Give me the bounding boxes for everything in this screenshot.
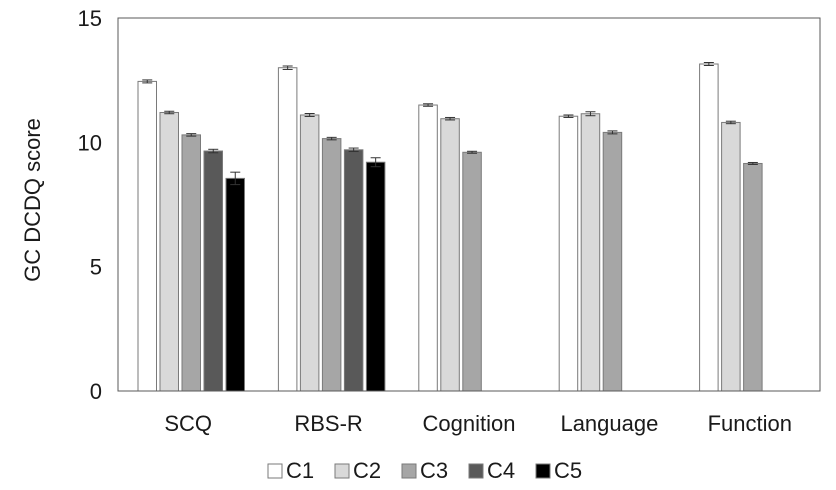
bar-c1-rbs-r [277,67,298,392]
bar-c2-rbs-r [299,114,320,392]
legend-label-c4: C4 [487,458,515,483]
axes [117,17,821,392]
legend-swatch-c2 [334,463,350,479]
bar-c2-function [721,121,741,392]
bar-c2-cognition [440,118,460,392]
y-tick-label: 0 [90,379,102,404]
bars [137,62,763,392]
y-tick-label: 10 [78,130,102,155]
legend-label-c2: C2 [353,458,381,483]
legend-label-c3: C3 [420,458,448,483]
y-tick-label: 15 [78,6,102,31]
x-tick-label: Language [560,411,658,436]
bar-c3-function [743,162,763,392]
legend: C1 C2 C3 C4 C5 [267,458,582,483]
bar-c3-language [602,131,623,392]
y-ticks: 0 5 10 15 [78,6,102,404]
plot-area-border [117,17,821,392]
legend-label-c5: C5 [554,458,582,483]
bar-c5-scq [225,177,245,392]
bar-c1-language [558,115,579,392]
y-tick-label: 5 [90,255,102,280]
bar-c2-scq [159,111,179,392]
x-tick-label: Cognition [423,411,516,436]
x-tick-label: Function [708,411,792,436]
bar-c4-rbs-r [343,149,364,392]
x-tick-labels: SCQ RBS-R Cognition Language Function [164,411,792,436]
bar-c3-cognition [462,151,482,392]
legend-swatch-c3 [401,463,417,479]
legend-swatch-c5 [535,463,551,479]
bar-c5-rbs-r [365,161,386,392]
legend-swatch-c4 [468,463,484,479]
bar-c4-scq [203,150,223,392]
y-axis-label: GC DCDQ score [20,118,45,282]
y-axis-label-group: GC DCDQ score [20,118,45,282]
x-tick-label: SCQ [164,411,212,436]
bar-c1-scq [137,80,157,392]
bar-c2-language [580,113,601,392]
legend-label-c1: C1 [286,458,314,483]
bar-c1-cognition [418,104,438,392]
x-tick-label: RBS-R [294,411,362,436]
bar-c3-rbs-r [321,138,342,392]
bar-c3-scq [181,134,201,392]
legend-swatch-c1 [267,463,283,479]
bar-c1-function [699,63,719,392]
